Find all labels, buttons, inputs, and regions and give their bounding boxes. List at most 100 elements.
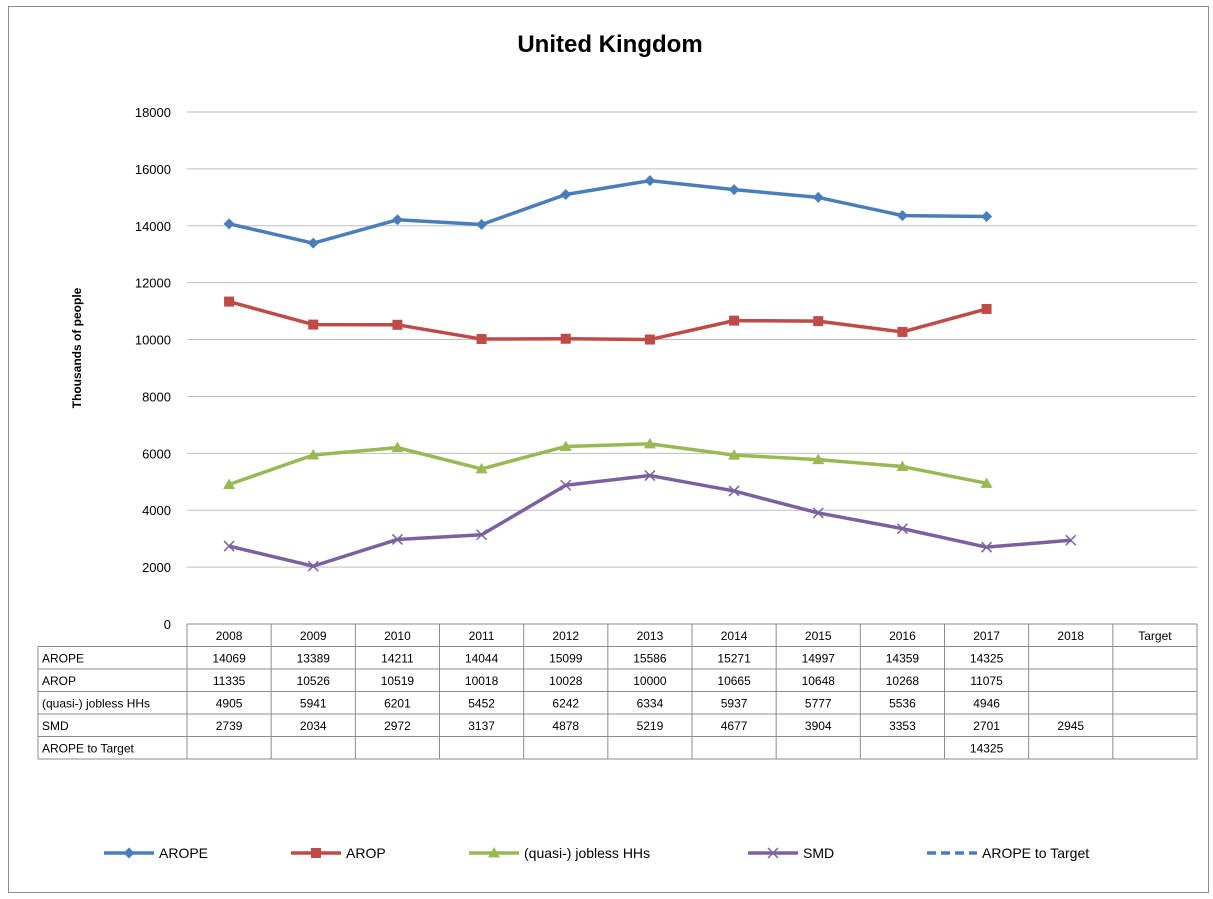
- data-point: [559, 440, 572, 451]
- data-point: [476, 529, 488, 541]
- table-cell: 5941: [300, 697, 327, 711]
- table-header-cell: 2014: [721, 629, 748, 643]
- table-cell: 10519: [381, 674, 415, 688]
- data-point: [392, 319, 403, 330]
- y-tick-label: 18000: [135, 105, 171, 120]
- legend-item: SMD: [748, 845, 834, 861]
- y-tick-label: 16000: [135, 162, 171, 177]
- data-point: [728, 184, 740, 196]
- table-cell: 5777: [805, 697, 832, 711]
- gridlines: [187, 111, 1197, 568]
- table-row-label: AROPE to Target: [42, 742, 134, 756]
- data-point: [1065, 534, 1077, 546]
- table-cell: 10268: [886, 674, 920, 688]
- table-cell: 10526: [297, 674, 331, 688]
- data-point: [980, 477, 993, 488]
- data-point: [307, 449, 320, 460]
- legend-label: (quasi-) jobless HHs: [524, 845, 650, 861]
- data-point: [896, 210, 908, 222]
- table-cell: 5452: [468, 697, 495, 711]
- table-header-cell: 2017: [973, 629, 1000, 643]
- table-cell: 11335: [213, 674, 246, 688]
- table-cell: 3904: [805, 719, 832, 733]
- legend-item: AROPE to Target: [927, 845, 1089, 861]
- data-point: [981, 303, 992, 314]
- data-point: [307, 237, 319, 249]
- table-cell: 2945: [1057, 719, 1084, 733]
- chart-title: United Kingdom: [517, 31, 702, 58]
- data-point: [728, 449, 741, 460]
- table-header-cell: 2010: [384, 629, 411, 643]
- table-cell: 14997: [802, 652, 836, 666]
- data-point: [728, 485, 740, 497]
- table-cell: 2034: [300, 719, 327, 733]
- data-point: [812, 507, 824, 519]
- data-point: [311, 848, 321, 858]
- table-cell: 10028: [549, 674, 583, 688]
- table-row-label: AROPE: [42, 652, 84, 666]
- data-point: [307, 560, 319, 572]
- y-axis-ticks: 0 2000 4000 6000 8000 10000 12000 14000 16000 180…: [135, 105, 171, 632]
- table-row-label: AROP: [42, 674, 76, 688]
- table-cell: 14359: [886, 652, 920, 666]
- plot-series: [223, 175, 1077, 572]
- table-header-cell: 2016: [889, 629, 916, 643]
- legend-item: AROP: [291, 845, 386, 861]
- y-tick-label: 6000: [142, 446, 171, 461]
- table-cell: 4878: [552, 719, 579, 733]
- series-line: [228, 473, 1071, 568]
- legend-item: (quasi-) jobless HHs: [469, 845, 650, 861]
- table-cell: 14069: [212, 652, 246, 666]
- y-tick-label: 12000: [135, 276, 171, 291]
- data-point: [223, 478, 236, 489]
- table-cell: 5536: [889, 697, 916, 711]
- data-point: [897, 326, 908, 337]
- data-point: [643, 437, 656, 449]
- table-cell: 4677: [721, 719, 748, 733]
- table-cell: 14325: [970, 652, 1004, 666]
- table-cell: 2701: [973, 719, 1000, 733]
- table-cell: 6334: [637, 697, 664, 711]
- table-header-cell: 2009: [300, 629, 327, 643]
- series-quasi-jobless-hhs: [223, 437, 993, 489]
- data-point: [223, 540, 235, 552]
- table-cell: 3137: [468, 719, 495, 733]
- data-point: [560, 479, 572, 491]
- series-arope: [223, 175, 993, 249]
- y-tick-label: 4000: [142, 503, 171, 518]
- data-point: [391, 214, 403, 226]
- table-cell: 10018: [465, 674, 499, 688]
- data-point: [812, 191, 824, 203]
- data-point: [729, 315, 740, 326]
- data-point: [476, 334, 487, 345]
- table-cell: 5219: [637, 719, 664, 733]
- data-point: [644, 470, 656, 482]
- data-point: [981, 211, 993, 223]
- table-header-cell: 2008: [216, 629, 243, 643]
- y-tick-label: 0: [164, 617, 171, 632]
- table-header-cell: 2011: [469, 629, 495, 643]
- table-cell: 11075: [970, 674, 1003, 688]
- y-tick-label: 2000: [142, 560, 171, 575]
- table-cell: 15586: [633, 652, 667, 666]
- table-cell: 14044: [465, 652, 499, 666]
- series-line: [228, 442, 987, 487]
- table-cell: 6242: [552, 697, 579, 711]
- table-cell: 10648: [802, 674, 836, 688]
- data-point: [560, 333, 571, 344]
- table-cell: 15099: [549, 652, 583, 666]
- table-cell: 4905: [216, 697, 243, 711]
- series-line: [228, 178, 987, 245]
- data-point: [981, 541, 993, 553]
- table-cell: 14211: [381, 652, 414, 666]
- data-point: [767, 847, 779, 859]
- table-row-label: (quasi-) jobless HHs: [42, 697, 150, 711]
- table-row-label: SMD: [42, 719, 69, 733]
- data-point: [308, 319, 319, 330]
- table-cell: 3353: [889, 719, 916, 733]
- y-axis-label: Thousands of people: [70, 287, 84, 408]
- y-tick-label: 10000: [135, 333, 171, 348]
- data-point: [644, 175, 656, 187]
- data-point: [224, 296, 235, 307]
